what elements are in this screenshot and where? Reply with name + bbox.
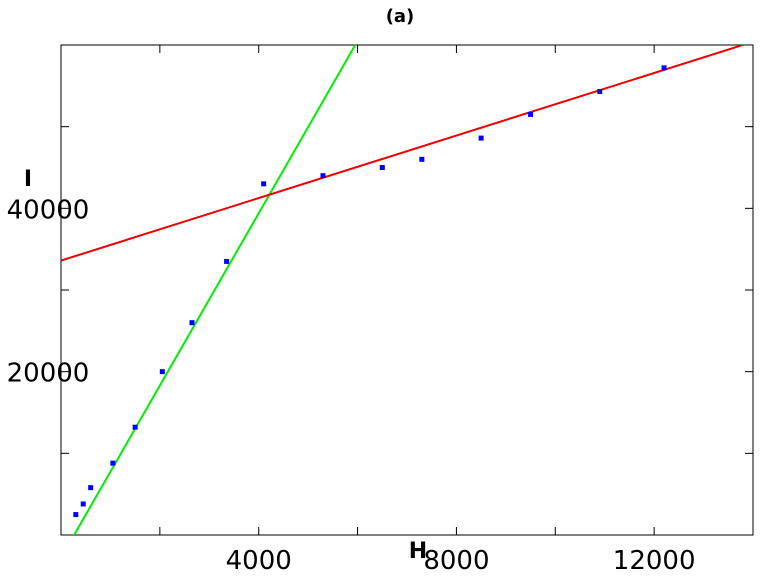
fit-lines [61,45,746,535]
data-point [88,485,94,491]
data-point [73,512,79,518]
data-point [478,135,484,141]
y-tick-label: 40000 [7,195,90,225]
chart-title: (a) [386,6,415,27]
data-point [80,501,86,507]
data-point [110,460,116,466]
x-tick-label: 4000 [226,546,292,576]
x-tick-label: 8000 [423,546,489,576]
plot-border [60,44,754,536]
data-point [261,181,267,187]
data-points [73,65,667,518]
axis-ticks [61,45,753,535]
data-point [528,111,534,117]
y-tick-label: 20000 [7,359,90,389]
fit-line-green [72,45,357,535]
x-axis-label: H [409,539,427,564]
data-point [597,89,603,95]
data-point [661,65,667,71]
data-point [159,369,165,375]
data-point [189,320,195,326]
data-point [419,156,425,162]
data-point [224,258,230,264]
x-tick-label: 12000 [613,546,696,576]
y-axis-label: I [24,167,32,192]
plot-frame [60,44,754,536]
data-point [379,165,385,170]
fit-line-red [61,45,746,262]
data-point [320,173,326,179]
data-point [132,424,138,430]
tick-labels: 4000 8000 12000 20000 40000 [7,195,696,576]
